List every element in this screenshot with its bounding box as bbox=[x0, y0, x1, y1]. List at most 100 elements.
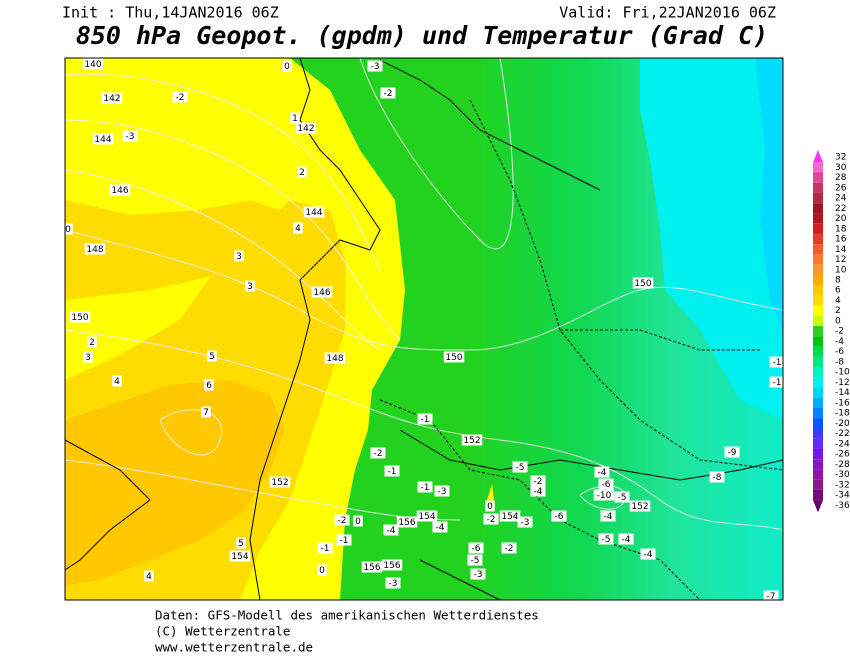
legend-label: -6 bbox=[835, 347, 844, 357]
contour-label: 6 bbox=[206, 381, 212, 391]
contour-label: -10 bbox=[597, 491, 612, 501]
contour-label: 0 bbox=[284, 62, 290, 72]
label-box bbox=[530, 485, 546, 497]
legend-swatch bbox=[813, 367, 823, 378]
legend-swatch bbox=[813, 244, 823, 255]
legend-swatch bbox=[813, 233, 823, 245]
legend-swatch bbox=[813, 336, 823, 347]
contour-label: 152 bbox=[631, 502, 648, 512]
legend-label: -32 bbox=[835, 480, 850, 490]
legend-label: 32 bbox=[835, 153, 846, 163]
legend-label: -34 bbox=[835, 491, 850, 501]
label-box bbox=[551, 510, 567, 522]
contour-label: 146 bbox=[313, 288, 330, 298]
label-box bbox=[501, 542, 517, 554]
label-box bbox=[709, 471, 725, 483]
legend-label: -30 bbox=[835, 470, 850, 480]
contour-label: -5 bbox=[602, 535, 611, 545]
legend-swatch bbox=[813, 274, 823, 286]
label-box bbox=[144, 570, 154, 582]
legend-label: -26 bbox=[835, 450, 850, 460]
label-box bbox=[461, 434, 483, 446]
label-box bbox=[530, 475, 546, 487]
legend-swatch bbox=[813, 162, 823, 173]
label-box bbox=[297, 166, 307, 178]
label-box bbox=[245, 280, 255, 292]
label-box bbox=[295, 122, 317, 134]
legend-label: 14 bbox=[835, 245, 847, 255]
legend-swatch bbox=[813, 346, 823, 357]
contour-label: 142 bbox=[297, 124, 314, 134]
contour-label: -9 bbox=[728, 448, 737, 458]
legend-label: -18 bbox=[835, 409, 850, 419]
contour-label: 4 bbox=[146, 572, 152, 582]
contour-label: -4 bbox=[387, 526, 396, 536]
legend-swatch bbox=[813, 285, 823, 296]
label-box bbox=[763, 590, 779, 600]
legend-swatch bbox=[813, 418, 823, 429]
label-box bbox=[207, 350, 217, 362]
label-box bbox=[416, 510, 438, 522]
label-box bbox=[614, 491, 630, 503]
contour-label: -6 bbox=[472, 544, 481, 554]
label-box bbox=[385, 577, 401, 589]
label-box bbox=[618, 533, 634, 545]
legend-label: -12 bbox=[835, 378, 850, 388]
label-box bbox=[594, 466, 610, 478]
legend-label: 10 bbox=[835, 265, 847, 275]
contour-label: -1 bbox=[340, 536, 349, 546]
legend-label: 18 bbox=[835, 224, 847, 234]
label-box bbox=[311, 286, 333, 298]
coastlines bbox=[65, 58, 783, 600]
field-orange bbox=[65, 380, 285, 585]
contour-label: -3 bbox=[126, 132, 135, 142]
contour-label: -5 bbox=[471, 556, 480, 566]
contour-label: 3 bbox=[236, 252, 242, 262]
legend-label: 4 bbox=[835, 296, 841, 306]
label-box bbox=[468, 542, 484, 554]
label-box bbox=[384, 465, 400, 477]
legend-swatch bbox=[813, 305, 823, 316]
legend-label: 2 bbox=[835, 306, 841, 316]
label-box bbox=[380, 87, 396, 99]
label-box bbox=[632, 277, 654, 289]
label-box bbox=[485, 500, 495, 512]
label-box bbox=[367, 60, 383, 72]
contour-label: 156 bbox=[383, 561, 400, 571]
contour-label: -5 bbox=[516, 463, 525, 473]
legend-swatch bbox=[813, 315, 823, 327]
legend-label: -36 bbox=[835, 501, 850, 511]
legend-swatch bbox=[813, 428, 823, 439]
label-box bbox=[201, 406, 211, 418]
legend-label: 28 bbox=[835, 173, 847, 183]
init-time: Init : Thu,14JAN2016 06Z bbox=[62, 4, 279, 22]
contour-label: 4 bbox=[295, 224, 301, 234]
contour-label: -2 bbox=[338, 516, 347, 526]
contour-label: 156 bbox=[363, 563, 380, 573]
legend-label: -24 bbox=[835, 439, 850, 449]
contour-label: 142 bbox=[103, 94, 120, 104]
label-box bbox=[303, 206, 325, 218]
label-box bbox=[87, 336, 97, 348]
field-light-blue bbox=[755, 58, 783, 330]
legend-label: 22 bbox=[835, 204, 846, 214]
legend-label: 26 bbox=[835, 183, 847, 193]
contour-label: -3 bbox=[371, 62, 380, 72]
contour-label: -4 bbox=[604, 512, 613, 522]
legend-swatch bbox=[813, 459, 823, 470]
label-box bbox=[517, 516, 533, 528]
contour-label: 3 bbox=[247, 282, 253, 292]
legend-swatch bbox=[813, 192, 823, 204]
label-box bbox=[229, 550, 251, 562]
contour-label: 0 bbox=[319, 566, 325, 576]
contour-label: 4 bbox=[114, 377, 120, 387]
legend-swatch bbox=[813, 377, 823, 388]
contour-label: -2 bbox=[487, 515, 496, 525]
contour-label: -1 bbox=[773, 358, 782, 368]
label-box bbox=[69, 311, 91, 323]
legend-swatch bbox=[813, 213, 823, 224]
legend-label: -10 bbox=[835, 368, 850, 378]
label-box bbox=[122, 130, 138, 142]
legend-label: 6 bbox=[835, 286, 841, 296]
